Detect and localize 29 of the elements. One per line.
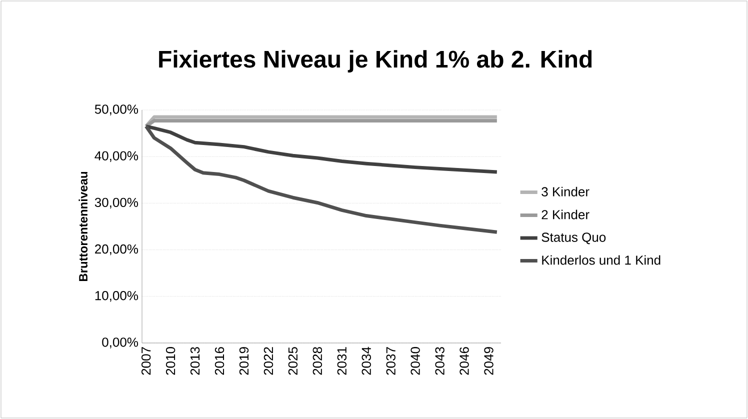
x-tick-label: 2007 [141, 347, 151, 375]
chart-title: Fixiertes Niveau je Kind 1% ab 2. Kind [159, 50, 592, 72]
x-tick-label: 2025 [288, 347, 298, 375]
x-tick-label: 2037 [386, 347, 396, 375]
x-tick-label: 2016 [214, 347, 224, 375]
x-tick-label: 2046 [460, 347, 469, 375]
y-tick-label: 20,00% [95, 244, 138, 256]
line-series [144, 124, 499, 234]
y-tick-label: 40,00% [94, 151, 138, 162]
legend-label: 3 Kinder [542, 186, 590, 196]
x-tick-label: 2013 [190, 347, 200, 375]
y-tick-label: 30,00% [94, 198, 138, 209]
y-tick-label: 50,00% [94, 104, 138, 116]
legend-label: Kinderlos und 1 Kind [542, 255, 660, 265]
y-tick-label: 10,00% [95, 291, 138, 302]
line-series [144, 124, 499, 174]
legend-label: 2 Kinder [542, 210, 590, 220]
x-tick-label: 2028 [312, 347, 322, 375]
y-tick-label: 0,00% [102, 338, 138, 348]
x-tick-label: 2040 [410, 347, 420, 375]
x-tick-label: 2031 [337, 347, 346, 375]
x-tick-label: 2034 [362, 346, 371, 375]
x-tick-label: 2022 [264, 347, 274, 375]
x-tick-label: 2049 [484, 347, 494, 375]
y-axis-title: Bruttorentenniveau [78, 172, 88, 282]
x-tick-label: 2019 [239, 347, 249, 375]
x-tick-label: 2010 [166, 347, 176, 375]
legend-label: Status Quo [542, 232, 606, 244]
x-tick-label: 2043 [435, 347, 444, 375]
